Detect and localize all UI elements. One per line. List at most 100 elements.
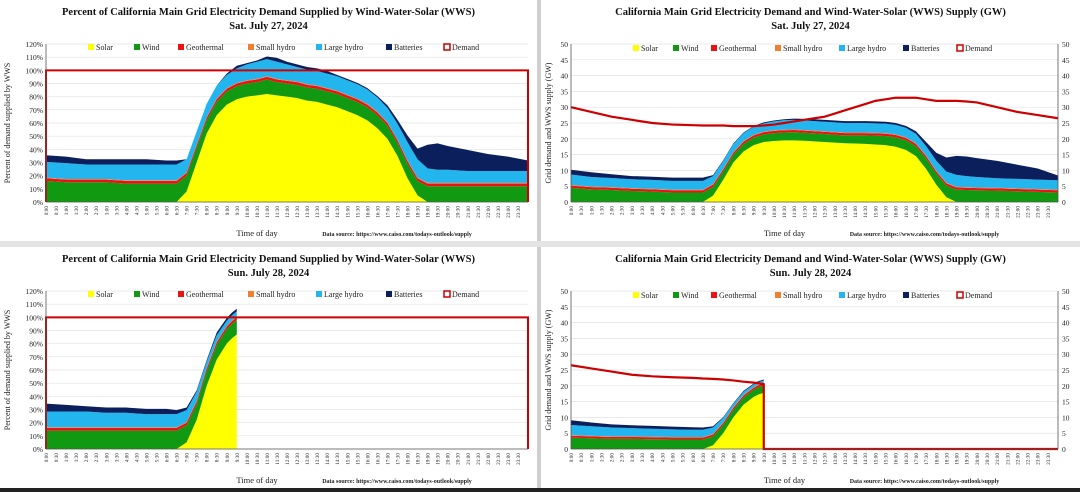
y-tick-label: 25 [561, 119, 569, 128]
x-tick-label: 11:30 [275, 453, 281, 465]
y-tick-label-right: 30 [1062, 103, 1070, 112]
y-tick-label-right: 35 [1062, 334, 1070, 343]
legend-label: Solar [96, 43, 113, 52]
legend-swatch-large-hydro [839, 292, 845, 298]
x-tick-label: 5:30 [681, 206, 687, 216]
y-tick-label: 100% [26, 313, 44, 322]
x-tick-label: 16:00 [365, 453, 371, 465]
data-source-note: Data source: https://www.caiso.com/today… [850, 479, 1000, 485]
x-tick-label: 3:00 [104, 453, 110, 463]
x-tick-label: 19:30 [436, 453, 442, 465]
x-tick-label: 15:00 [873, 206, 879, 218]
x-tick-label: 22:00 [1015, 453, 1021, 465]
x-tick-label: 1:00 [64, 453, 70, 463]
y-tick-label: 50 [561, 40, 569, 49]
legend-swatch-batteries [386, 291, 392, 297]
x-tick-label: 3:00 [630, 206, 636, 216]
chart-subtitle: Sat. July 27, 2024 [771, 21, 850, 32]
x-tick-label: 2:30 [620, 206, 626, 216]
legend-swatch-demand [443, 290, 451, 298]
x-tick-label: 10:30 [782, 453, 788, 465]
x-tick-label: 20:00 [446, 206, 452, 218]
horizontal-divider [0, 241, 1080, 247]
x-tick-label: 2:00 [84, 206, 90, 216]
x-tick-label: 17:30 [924, 206, 930, 218]
chart-panel-pct-jul27: Percent of California Main Grid Electric… [0, 0, 537, 241]
x-tick-label: 20:00 [975, 453, 981, 465]
x-tick-label: 19:00 [955, 453, 961, 465]
y-tick-label: 120% [26, 40, 44, 49]
chart-title: Percent of California Main Grid Electric… [62, 254, 475, 265]
demand-line [570, 364, 1058, 451]
y-tick-label: 110% [26, 53, 43, 62]
legend-swatch-batteries [386, 44, 392, 50]
x-tick-label: 16:30 [904, 206, 910, 218]
x-tick-label: 16:30 [375, 453, 381, 465]
y-tick-label: 15 [561, 151, 569, 160]
legend-label: Geothermal [719, 44, 758, 53]
y-tick-label: 80% [29, 340, 43, 349]
x-tick-label: 22:00 [486, 206, 492, 218]
x-tick-label: 14:30 [335, 206, 341, 218]
y-tick-label: 100% [26, 66, 44, 75]
x-tick-label: 20:30 [456, 206, 462, 218]
y-tick-label: 30 [561, 103, 569, 112]
x-tick-label: 6:30 [175, 453, 181, 463]
area-wind [571, 132, 1058, 202]
y-tick-label-right: 25 [1062, 366, 1070, 375]
x-tick-label: 0:30 [54, 206, 60, 216]
legend-label: Wind [142, 43, 159, 52]
x-tick-label: 6:30 [701, 453, 707, 463]
x-axis-label: Time of day [236, 228, 278, 238]
y-tick-label-right: 0 [1062, 198, 1066, 207]
x-tick-label: 10:30 [255, 206, 261, 218]
x-tick-label: 10:00 [772, 206, 778, 218]
y-tick-label-right: 10 [1062, 166, 1070, 175]
x-tick-label: 2:30 [94, 206, 100, 216]
x-tick-label: 0:00 [569, 206, 575, 216]
legend-label: Small hydro [256, 290, 295, 299]
legend-label: Wind [681, 44, 698, 53]
x-tick-label: 4:00 [650, 206, 656, 216]
y-axis-label: Percent of demand supplied by WWS [3, 310, 12, 431]
y-tick-label: 20 [561, 135, 569, 144]
y-tick-label-right: 25 [1062, 119, 1070, 128]
x-tick-label: 20:30 [985, 453, 991, 465]
x-tick-label: 1:00 [589, 453, 595, 463]
x-tick-label: 7:00 [185, 206, 191, 216]
bottom-border [0, 488, 1080, 492]
legend-swatch-batteries [903, 45, 909, 51]
y-tick-label: 80% [29, 93, 43, 102]
y-axis-label: Grid demand and WWS supply (GW) [544, 309, 553, 430]
data-source-note: Data source: https://www.caiso.com/today… [322, 232, 472, 238]
x-tick-label: 6:00 [691, 206, 697, 216]
x-tick-label: 22:00 [486, 453, 492, 465]
y-tick-label: 5 [564, 182, 568, 191]
x-tick-label: 0:00 [569, 453, 575, 463]
x-tick-label: 16:30 [375, 206, 381, 218]
chart-panel-gw-jul28: California Main Grid Electricity Demand … [541, 247, 1080, 488]
area-wind [46, 319, 237, 449]
x-tick-label: 7:30 [721, 453, 727, 463]
x-tick-label: 6:30 [701, 206, 707, 216]
legend-label: Demand [965, 291, 992, 300]
x-tick-label: 2:30 [94, 453, 100, 463]
chart-subtitle: Sun. July 28, 2024 [770, 268, 852, 279]
y-tick-label: 90% [29, 80, 43, 89]
x-tick-label: 12:30 [823, 453, 829, 465]
y-tick-label: 60% [29, 366, 43, 375]
x-tick-label: 14:30 [863, 206, 869, 218]
chart-gw-jul28: California Main Grid Electricity Demand … [544, 254, 1070, 485]
x-tick-label: 7:30 [721, 206, 727, 216]
x-tick-label: 18:30 [944, 453, 950, 465]
x-axis-label: Time of day [764, 228, 806, 238]
y-tick-label-right: 40 [1062, 319, 1070, 328]
x-tick-label: 12:30 [295, 206, 301, 218]
x-tick-label: 22:30 [1026, 206, 1032, 218]
x-tick-label: 12:00 [285, 453, 291, 465]
x-tick-label: 20:30 [456, 453, 462, 465]
x-tick-label: 19:30 [436, 206, 442, 218]
y-tick-label: 40% [29, 145, 43, 154]
chart-panel-gw-jul27: California Main Grid Electricity Demand … [541, 0, 1080, 241]
x-tick-label: 21:00 [995, 206, 1001, 218]
